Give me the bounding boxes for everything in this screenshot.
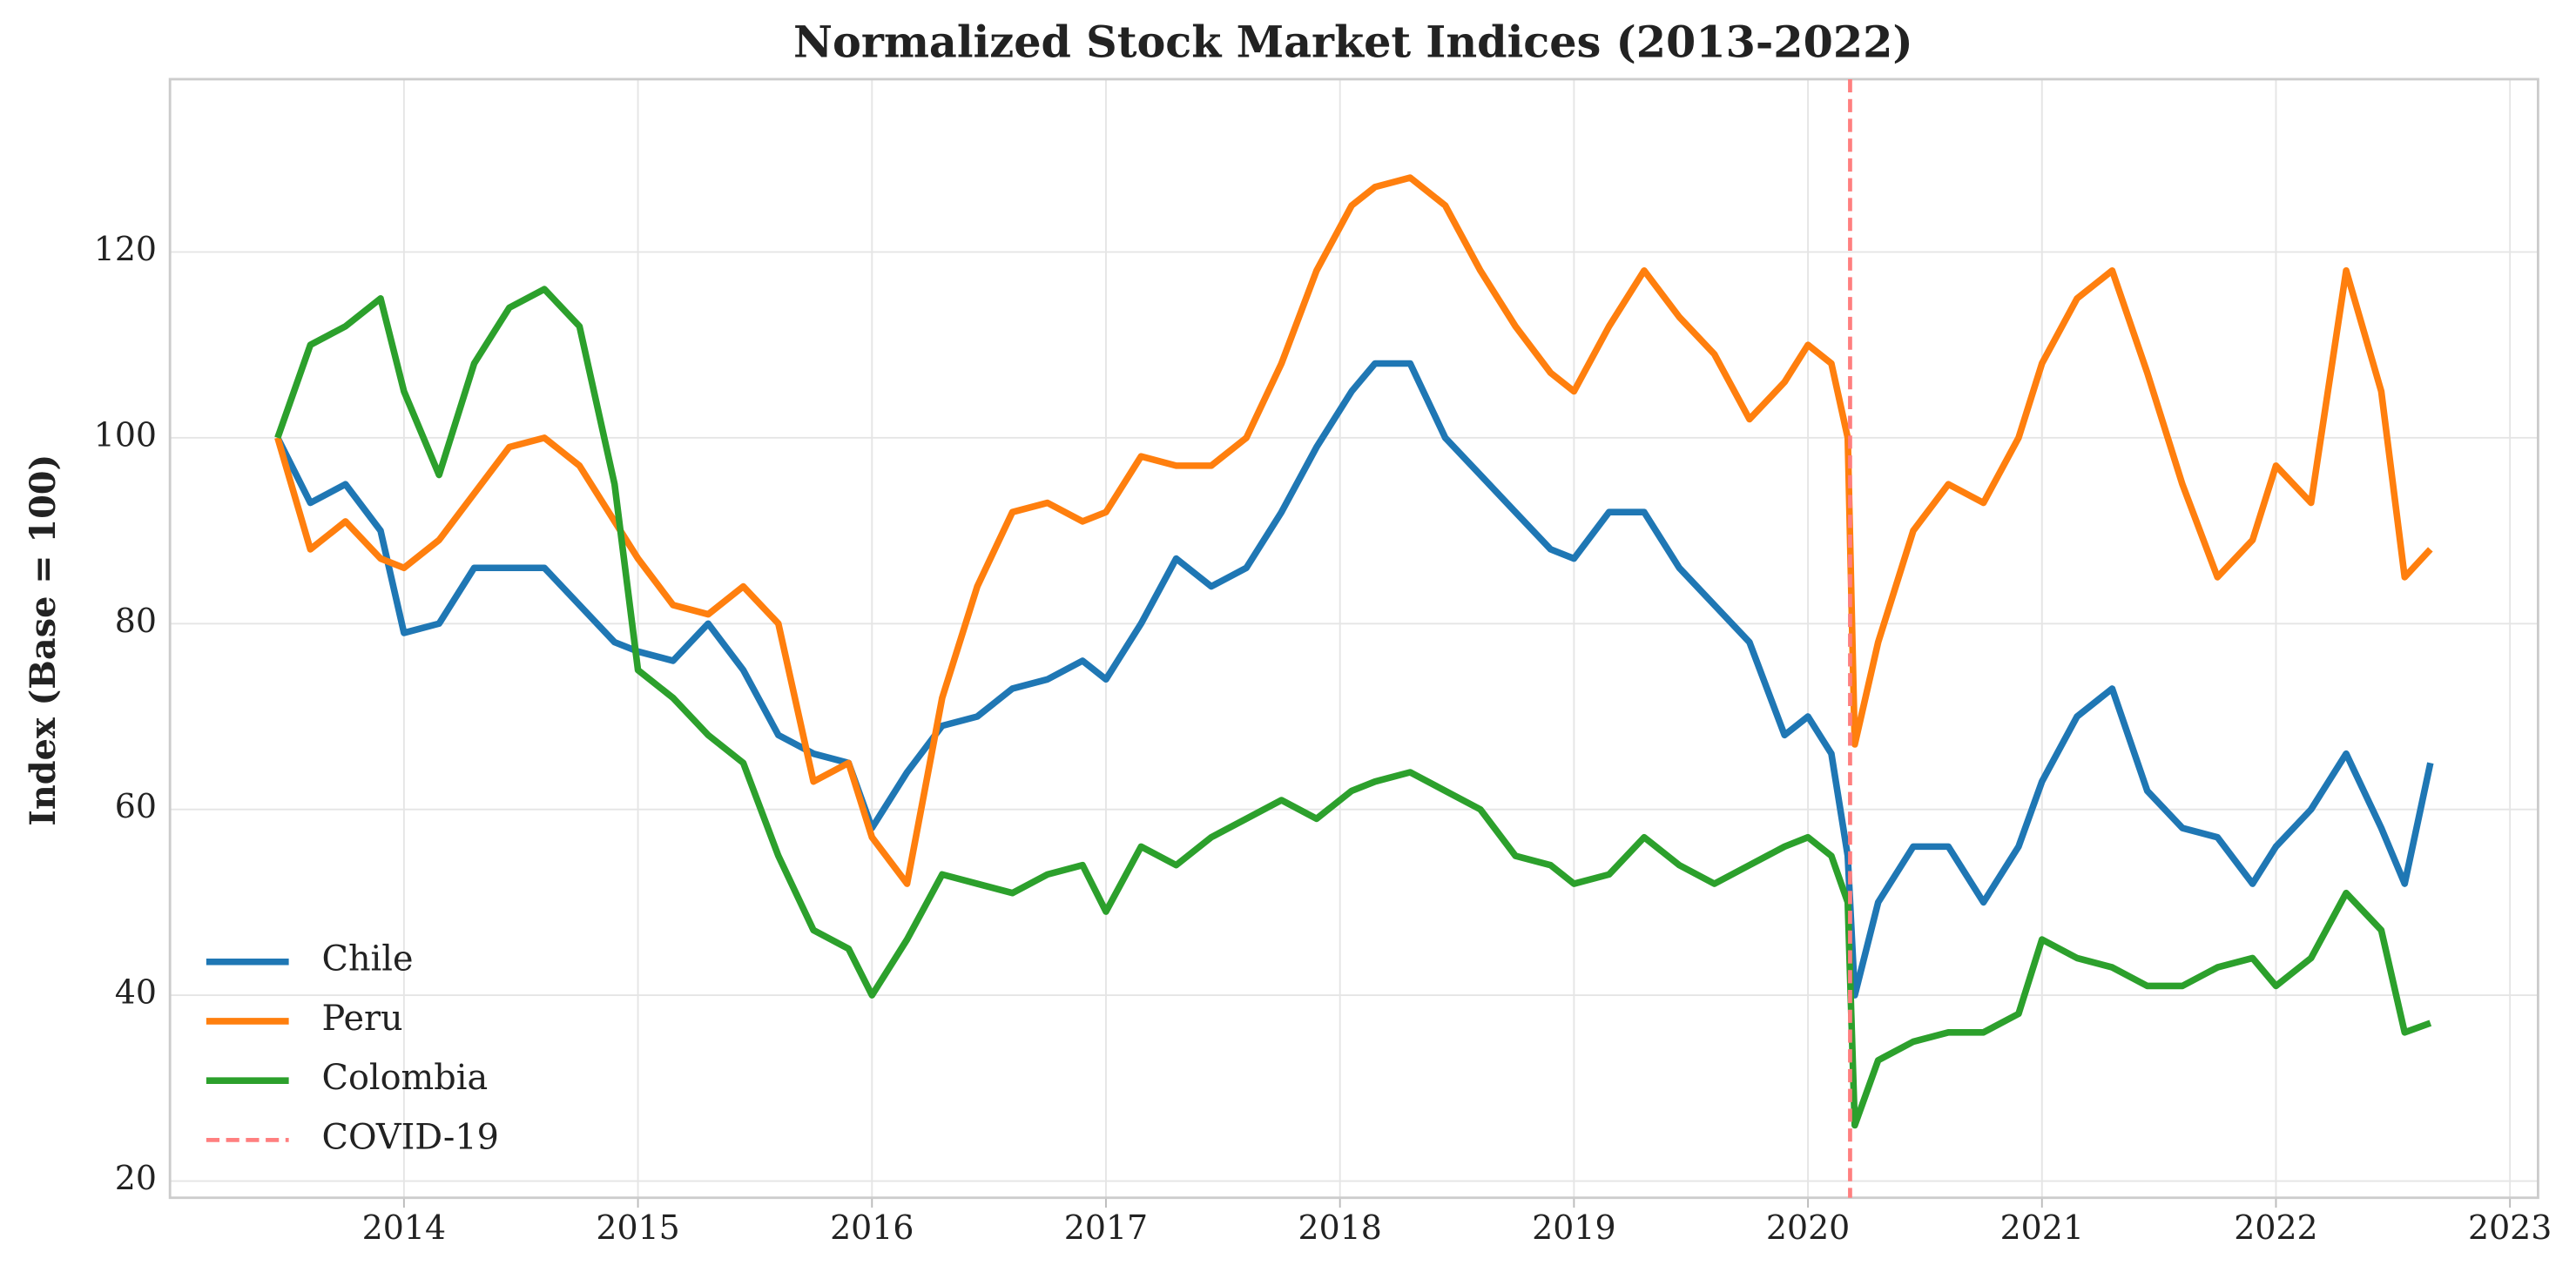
y-tick-label: 20: [115, 1159, 157, 1197]
x-tick-label: 2023: [2468, 1208, 2552, 1247]
x-tick-label: 2022: [2234, 1208, 2317, 1247]
y-tick-label: 120: [94, 230, 157, 268]
x-tick-label: 2018: [1298, 1208, 1381, 1247]
legend-label: COVID-19: [322, 1117, 500, 1157]
y-tick-label: 60: [115, 787, 157, 825]
series-line: [274, 286, 2432, 1129]
chart-title: Normalized Stock Market Indices (2013-20…: [793, 17, 1913, 68]
x-tick-label: 2019: [1532, 1208, 1615, 1247]
plot-frame: [168, 77, 2539, 1200]
y-tick-label: 40: [115, 973, 157, 1012]
x-tick-label: 2017: [1064, 1208, 1148, 1247]
x-tick-label: 2016: [830, 1208, 914, 1247]
series-line: [274, 174, 2433, 887]
y-tick-label: 80: [115, 602, 157, 640]
series-line: [274, 360, 2434, 999]
legend-label: Colombia: [322, 1058, 489, 1098]
legend-label: Peru: [322, 999, 403, 1039]
y-tick-label: 100: [94, 415, 157, 454]
legend-label: Chile: [322, 939, 414, 979]
x-tick-label: 2021: [2000, 1208, 2084, 1247]
x-tick-label: 2014: [362, 1208, 446, 1247]
x-tick-label: 2015: [596, 1208, 679, 1247]
x-tick-label: 2020: [1766, 1208, 1850, 1247]
y-axis-label: Index (Base = 100): [24, 454, 64, 826]
